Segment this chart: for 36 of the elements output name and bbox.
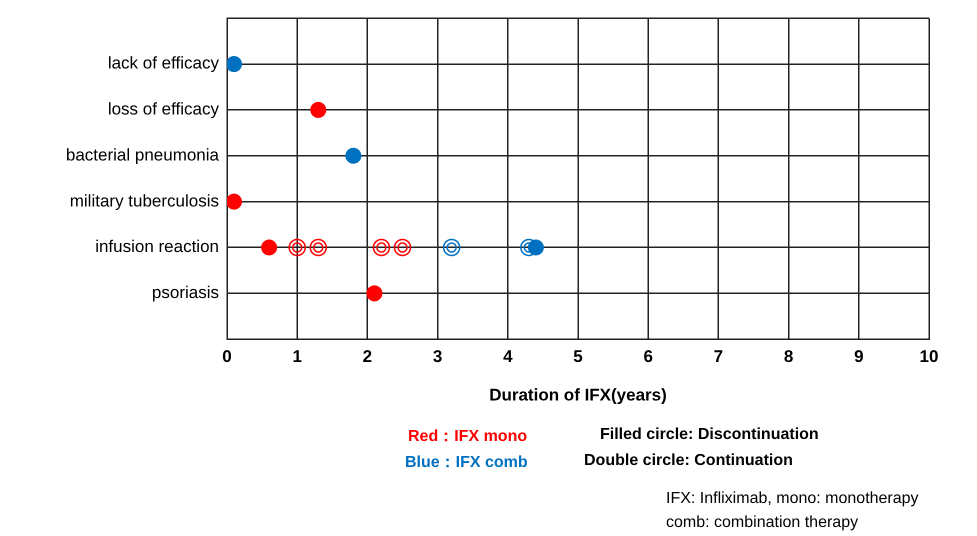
text: IFX: Infliximab, mono: monotherapy bbox=[666, 490, 919, 508]
x-tick-label: 9 bbox=[854, 347, 864, 366]
x-tick-label: 2 bbox=[362, 347, 372, 366]
text: Blue：IFX comb bbox=[405, 453, 528, 473]
point bbox=[288, 238, 306, 256]
x-tick-label: 0 bbox=[222, 347, 232, 366]
y-tick-label: lack of efficacy bbox=[108, 54, 220, 73]
text: Filled circle: Discontinuation bbox=[600, 426, 819, 444]
point bbox=[528, 239, 544, 256]
y-tick-label: infusion reaction bbox=[95, 237, 219, 256]
y-tick-label: psoriasis bbox=[152, 283, 219, 302]
point bbox=[442, 238, 460, 256]
point bbox=[310, 102, 326, 118]
x-tick-label: 8 bbox=[784, 347, 794, 366]
y-tick-label: bacterial pneumonia bbox=[66, 145, 220, 164]
x-tick-label: 4 bbox=[503, 347, 514, 366]
text: comb: combination therapy bbox=[666, 514, 858, 532]
x-axis-title: Duration of IFX(years) bbox=[489, 385, 667, 404]
point bbox=[310, 238, 328, 256]
x-tick-label: 10 bbox=[920, 347, 938, 366]
y-tick-label: military tuberculosis bbox=[70, 191, 219, 210]
x-tick-label: 6 bbox=[643, 347, 653, 366]
point bbox=[227, 194, 242, 210]
x-tick-label: 1 bbox=[292, 347, 302, 366]
x-tick-label: 7 bbox=[714, 347, 724, 366]
y-tick-label: loss of efficacy bbox=[108, 100, 220, 119]
point bbox=[366, 285, 382, 302]
point bbox=[372, 238, 390, 256]
point bbox=[394, 238, 412, 256]
point bbox=[261, 239, 278, 256]
text: Double circle: Continuation bbox=[584, 452, 793, 470]
text: Red：IFX mono bbox=[408, 427, 528, 447]
x-tick-label: 3 bbox=[432, 347, 442, 366]
point bbox=[227, 56, 242, 72]
x-tick-label: 5 bbox=[573, 347, 583, 366]
point bbox=[345, 148, 362, 164]
